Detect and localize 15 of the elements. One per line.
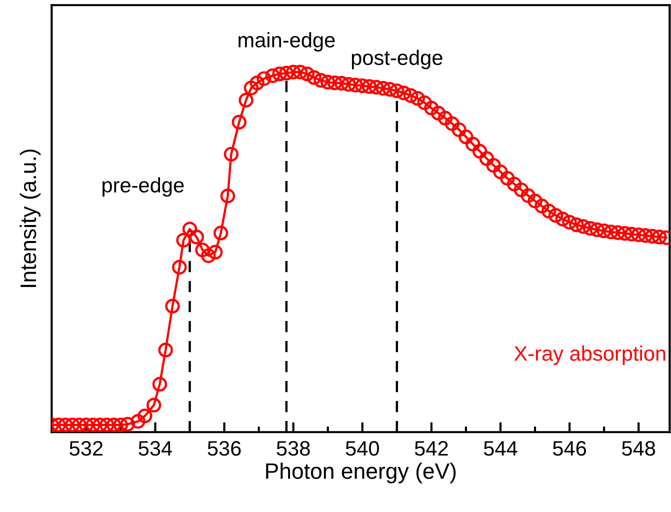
text: X-ray absorption (514, 346, 666, 365)
x-tick-label: 540 (346, 441, 379, 456)
x-tick-label: 546 (552, 441, 586, 456)
x-tick-label: 544 (484, 441, 518, 456)
ref-line-label: post-edge (352, 50, 442, 70)
x-tick-label: 532 (70, 441, 103, 456)
y-axis-title: Intensity (a.u.) (20, 150, 41, 287)
x-tick-label: 542 (414, 441, 448, 456)
ref-line-label: pre-edge (102, 177, 184, 197)
ref-line-label: main-edge (238, 32, 335, 52)
x-tick-label: 538 (276, 441, 310, 456)
x-axis-title: Photon energy (eV) (266, 462, 456, 484)
x-tick-label: 548 (622, 441, 656, 456)
x-tick-label: 536 (208, 441, 241, 456)
x-tick-label: 534 (138, 441, 172, 456)
